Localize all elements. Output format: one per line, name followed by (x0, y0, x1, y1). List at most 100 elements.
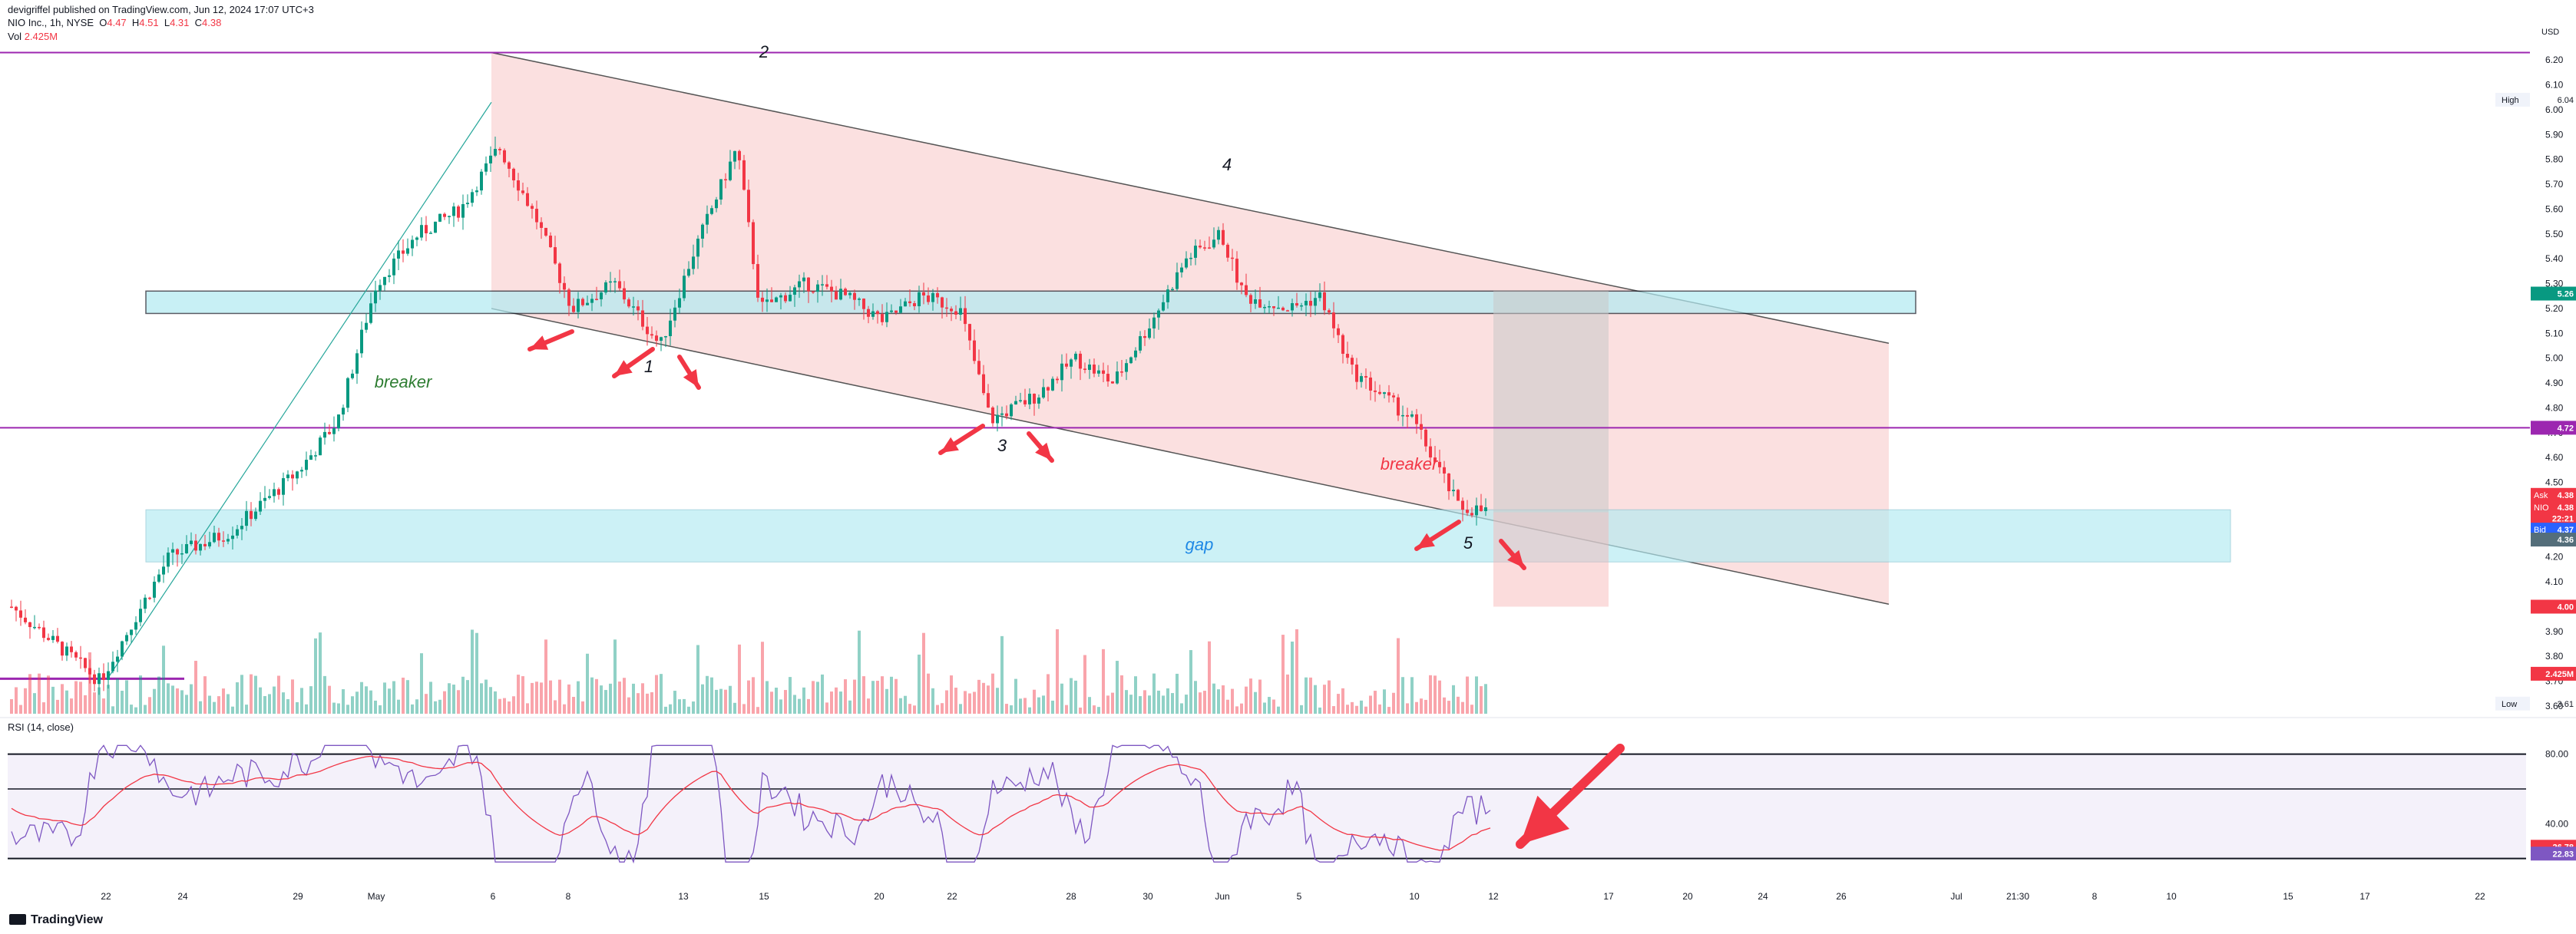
volume-bar (84, 695, 87, 714)
volume-bar (263, 695, 266, 714)
candle-body (139, 609, 142, 622)
price-tick-label: 4.20 (2545, 552, 2564, 563)
x-tick-label: 8 (2092, 891, 2098, 902)
rsi-tick-label: 80.00 (2545, 749, 2568, 760)
volume-bar (807, 698, 810, 714)
volume-bar (637, 693, 640, 714)
candle-body (1300, 305, 1303, 307)
volume-bar (42, 702, 45, 714)
candle-body (1383, 392, 1386, 394)
volume-bar (180, 690, 184, 714)
volume-bar (742, 704, 746, 714)
candle-body (1401, 414, 1404, 417)
candle-body (457, 206, 460, 218)
volume-bar (1074, 680, 1077, 714)
target-price-tag (2531, 599, 2576, 614)
candle-body (724, 179, 727, 180)
candle-body (987, 393, 990, 408)
volume-bar (1374, 691, 1377, 714)
x-tick-label: 17 (2359, 891, 2370, 902)
x-tick-label: 29 (293, 891, 303, 902)
candle-body (365, 322, 368, 330)
volume-bar (696, 645, 699, 714)
level-472-tag-value: 4.72 (2558, 424, 2574, 433)
rsi-line (11, 744, 1491, 864)
candle-body (484, 163, 488, 172)
volume-bar (337, 703, 340, 714)
volume-bar (581, 701, 584, 714)
volume-bar (1129, 695, 1133, 714)
volume-bar (1305, 677, 1308, 714)
volume-bar (1466, 676, 1469, 714)
candle-body (517, 180, 520, 191)
candle-body (1102, 370, 1105, 375)
volume-bar (171, 685, 174, 714)
candle-body (885, 312, 888, 322)
volume-bar (1203, 691, 1206, 714)
candle-body (908, 301, 911, 304)
volume-bar (1162, 695, 1165, 714)
candle-body (489, 155, 492, 163)
candle-body (1452, 490, 1455, 492)
candle-body (130, 629, 133, 635)
candle-body (650, 334, 653, 336)
target-price-tag-value: 4.00 (2558, 602, 2574, 612)
candle-body (503, 150, 506, 163)
candle-body (1010, 404, 1013, 417)
volume-bar (1309, 677, 1312, 714)
volume-bar (1079, 707, 1082, 714)
volume-bar (540, 682, 543, 714)
price-tick-label: 5.10 (2545, 328, 2564, 338)
volume-bar (1470, 705, 1473, 714)
volume-bar (443, 691, 446, 714)
volume-bar (844, 679, 847, 714)
candle-body (789, 295, 792, 302)
price-tick-label: 4.90 (2545, 378, 2564, 388)
volume-bar (125, 680, 128, 714)
candle-body (1457, 490, 1460, 501)
candle-body (254, 511, 257, 520)
candle-body (1314, 298, 1317, 306)
candle-body (830, 286, 833, 292)
candle-body (1286, 310, 1289, 312)
volume-bar (816, 682, 819, 714)
candle-body (540, 222, 543, 228)
volume-bar (379, 705, 382, 714)
x-tick-label: Jul (1950, 891, 1962, 902)
price-tick-label: 4.60 (2545, 452, 2564, 463)
price-tick-label: 5.20 (2545, 303, 2564, 314)
ask-tag (2531, 487, 2576, 502)
rsi-value-tag (2531, 847, 2576, 861)
candle-body (1337, 328, 1340, 335)
volume-bar (346, 705, 349, 714)
upper-zone (145, 290, 1916, 315)
volume-bar (991, 673, 994, 714)
candle-body (567, 289, 570, 306)
candle-body (1203, 247, 1206, 249)
candle-body (291, 474, 294, 479)
x-tick-label: 5 (1297, 891, 1302, 902)
volume-bar (1005, 704, 1008, 714)
candle-body (950, 309, 953, 312)
candle-body (853, 292, 856, 300)
volume-bar (526, 703, 529, 714)
candle-body (392, 258, 395, 276)
candle-body (231, 535, 234, 540)
volume-bar (558, 679, 561, 714)
candle-body (236, 529, 239, 536)
volume-bar (931, 688, 934, 714)
low-marker-tag (2495, 696, 2530, 711)
volume-bar (1176, 673, 1179, 714)
candle-body (784, 295, 787, 302)
candle-body (452, 206, 455, 216)
candle-body (742, 160, 746, 190)
candle-body (1406, 414, 1409, 417)
volume-bar (475, 632, 478, 714)
candle-body (1152, 317, 1156, 328)
candle-body (438, 213, 441, 222)
chart-annotation: breaker (375, 372, 433, 391)
candle-body (263, 497, 266, 501)
candle-body (1222, 229, 1225, 245)
